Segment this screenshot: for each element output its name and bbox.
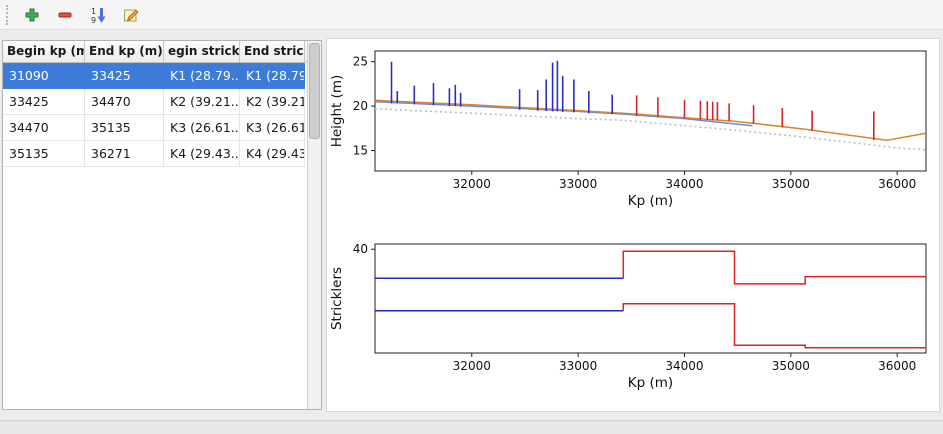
toolbar-grip[interactable] <box>6 4 11 25</box>
table-scrollbar[interactable] <box>307 41 321 409</box>
x-tick-label: 35000 <box>772 177 810 191</box>
edit-pencil-icon <box>123 9 138 22</box>
plus-icon <box>25 8 39 21</box>
x-tick-label: 34000 <box>665 177 703 191</box>
minus-icon <box>58 12 72 17</box>
x-tick-label: 34000 <box>665 359 703 373</box>
x-tick-label: 33000 <box>559 177 597 191</box>
x-tick-label: 33000 <box>559 359 597 373</box>
edit-button[interactable] <box>118 3 144 27</box>
table-cell[interactable]: K1 (28.79... <box>164 63 240 89</box>
table-header-row: Begin kp (m)End kp (m)egin strickleEnd s… <box>3 41 307 63</box>
table-cell[interactable]: K3 (26.61... <box>164 115 240 141</box>
sort-rows-button[interactable]: 1 9 <box>85 3 111 27</box>
toolbar: 1 9 <box>0 0 943 30</box>
sort-digit-top: 1 <box>91 7 96 16</box>
table-cell[interactable]: K2 (39.21... <box>164 89 240 115</box>
y-axis-label: Stricklers <box>329 267 345 330</box>
x-axis-label: Kp (m) <box>628 375 673 391</box>
scrollbar-thumb[interactable] <box>309 43 320 139</box>
y-axis-label: Height (m) <box>329 75 345 148</box>
table-cell[interactable]: K2 (39.21... <box>240 89 305 115</box>
table-cell[interactable]: 35135 <box>3 141 85 167</box>
x-tick-label: 36000 <box>878 359 916 373</box>
table-cell[interactable]: 36271 <box>85 141 164 167</box>
charts-panel: 32000 33000 34000 35000 36000 15 20 25 Kp (m) Hei… <box>326 38 940 412</box>
column-header[interactable]: Begin kp (m) <box>3 41 85 62</box>
table-cell[interactable]: 34470 <box>85 89 164 115</box>
table-cell[interactable]: 33425 <box>3 89 85 115</box>
plot-frame <box>374 50 927 172</box>
table-cell[interactable]: 33425 <box>85 63 164 89</box>
table-cell[interactable]: K3 (26.61... <box>240 115 305 141</box>
x-tick-label: 36000 <box>878 177 916 191</box>
table-cell[interactable]: K4 (29.43... <box>164 141 240 167</box>
table-cell[interactable]: 34470 <box>3 115 85 141</box>
sort-digit-bottom: 9 <box>91 16 96 24</box>
column-header[interactable]: End kp (m) <box>85 41 164 62</box>
x-axis-label: Kp (m) <box>628 193 673 209</box>
plot-frame <box>374 243 927 354</box>
add-row-button[interactable] <box>19 3 45 27</box>
series-minor-stricklers <box>622 302 926 349</box>
stricklers-table: Begin kp (m)End kp (m)egin strickleEnd s… <box>3 41 307 409</box>
column-header[interactable]: End strickler <box>240 41 305 62</box>
table-cell[interactable]: K1 (28.79... <box>240 63 305 89</box>
status-bar <box>0 420 943 434</box>
y-tick-label: 40 <box>353 242 368 256</box>
table-cell[interactable]: 35135 <box>85 115 164 141</box>
y-tick-label: 25 <box>353 55 368 69</box>
stricklers-table-panel: Begin kp (m)End kp (m)egin strickleEnd s… <box>2 40 322 410</box>
series-major-stricklers <box>622 250 926 285</box>
x-tick-label: 32000 <box>453 359 491 373</box>
x-tick-label: 32000 <box>453 177 491 191</box>
y-tick-label: 20 <box>353 99 368 113</box>
y-tick-label: 15 <box>353 144 368 158</box>
sort-numeric-down-icon: 1 9 <box>91 7 106 24</box>
table-cell[interactable]: 31090 <box>3 63 85 89</box>
column-header[interactable]: egin strickle <box>164 41 240 62</box>
remove-row-button[interactable] <box>52 3 78 27</box>
stricklers-profile-chart: 32000 33000 34000 35000 36000 40 Kp (m) Strickl… <box>327 236 938 393</box>
height-profile-chart: 32000 33000 34000 35000 36000 15 20 25 Kp (m) Hei… <box>327 43 938 211</box>
x-tick-label: 35000 <box>772 359 810 373</box>
table-cell[interactable]: K4 (29.43... <box>240 141 305 167</box>
